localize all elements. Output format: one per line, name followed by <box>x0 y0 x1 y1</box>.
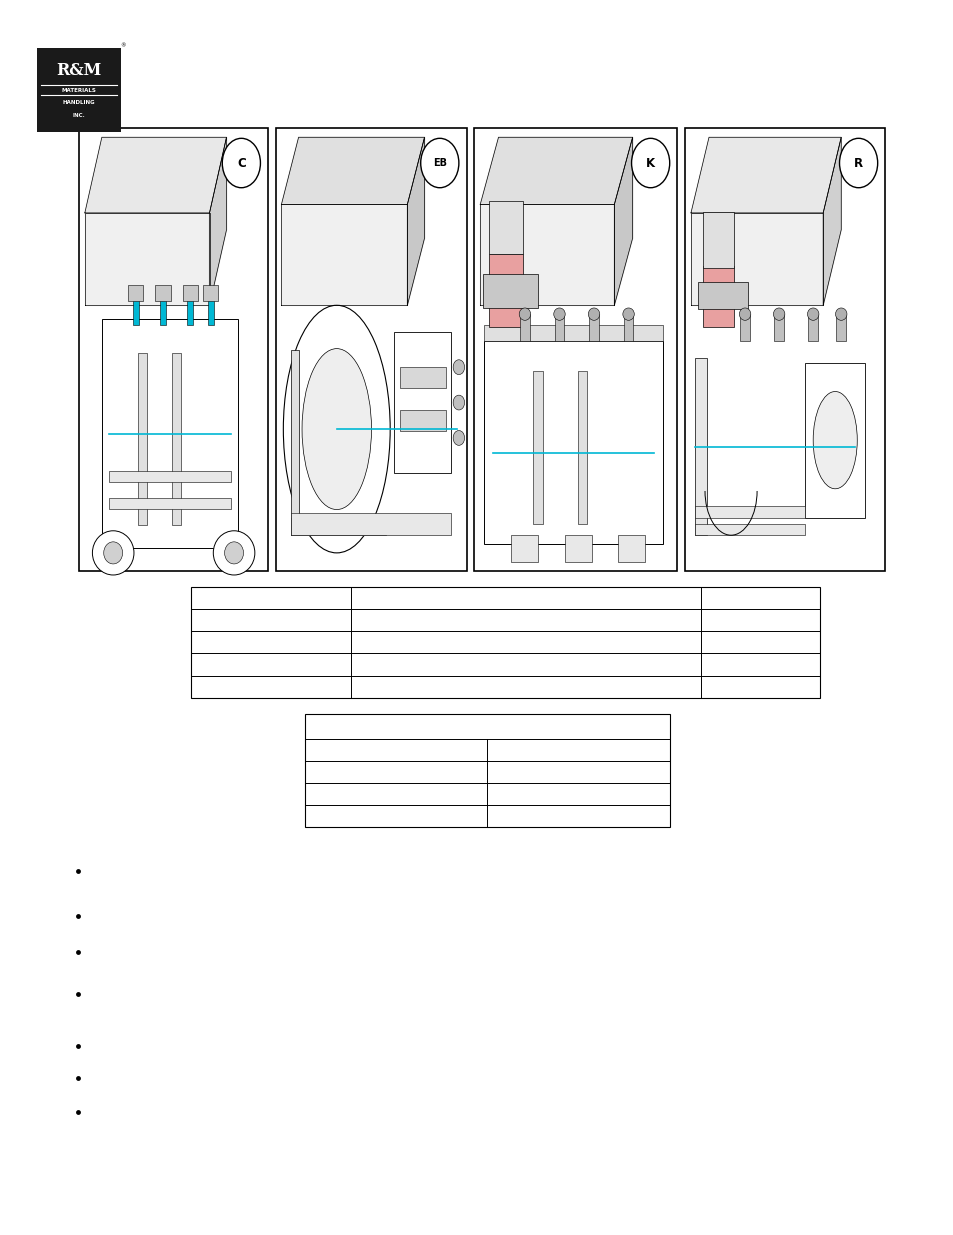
Ellipse shape <box>806 308 818 320</box>
Polygon shape <box>479 205 614 305</box>
Bar <box>155 285 171 301</box>
Circle shape <box>631 138 669 188</box>
Bar <box>191 587 820 698</box>
Ellipse shape <box>588 308 599 320</box>
Text: ®: ® <box>120 43 126 48</box>
Text: INC.: INC. <box>72 112 86 117</box>
Bar <box>291 513 451 535</box>
Bar <box>489 201 522 254</box>
Ellipse shape <box>739 308 750 320</box>
Bar <box>519 314 529 341</box>
Bar <box>740 314 749 341</box>
Circle shape <box>839 138 877 188</box>
Bar <box>79 128 268 571</box>
Ellipse shape <box>283 305 390 553</box>
Bar <box>484 325 662 341</box>
Bar <box>489 254 522 327</box>
Bar <box>702 266 734 327</box>
Text: HANDLING: HANDLING <box>63 100 95 105</box>
Bar <box>37 48 121 132</box>
Ellipse shape <box>812 391 857 489</box>
Polygon shape <box>822 137 841 305</box>
Bar <box>182 285 197 301</box>
Ellipse shape <box>553 308 564 320</box>
Polygon shape <box>85 137 226 212</box>
Bar <box>275 128 466 571</box>
Bar <box>208 298 213 325</box>
Bar <box>291 517 386 535</box>
Circle shape <box>420 138 458 188</box>
Bar <box>484 341 662 545</box>
Ellipse shape <box>302 348 371 510</box>
Polygon shape <box>407 137 424 305</box>
Bar <box>589 314 598 341</box>
Bar <box>138 353 148 525</box>
Bar <box>109 498 231 509</box>
Bar <box>160 298 166 325</box>
Bar <box>511 535 537 562</box>
Bar <box>172 353 181 525</box>
Ellipse shape <box>104 542 123 564</box>
Bar <box>291 350 298 535</box>
Bar <box>203 285 218 301</box>
Bar <box>399 410 445 431</box>
Circle shape <box>222 138 260 188</box>
Bar <box>618 535 644 562</box>
Ellipse shape <box>518 308 530 320</box>
Ellipse shape <box>453 359 464 374</box>
Ellipse shape <box>453 395 464 410</box>
Text: C: C <box>236 157 246 169</box>
Bar <box>132 298 138 325</box>
Bar <box>694 358 706 535</box>
Ellipse shape <box>224 542 243 564</box>
Polygon shape <box>690 137 841 212</box>
Bar <box>394 332 451 473</box>
Text: MATERIALS: MATERIALS <box>62 88 96 93</box>
Bar <box>836 314 845 341</box>
Polygon shape <box>85 212 210 305</box>
Bar <box>533 372 542 524</box>
Text: R&M: R&M <box>56 62 102 79</box>
Bar <box>187 298 193 325</box>
Bar <box>564 535 591 562</box>
Bar <box>305 714 669 827</box>
Bar <box>774 314 783 341</box>
Bar <box>694 524 804 535</box>
Bar <box>474 128 677 571</box>
Bar <box>128 285 143 301</box>
Bar <box>102 319 237 548</box>
Polygon shape <box>210 137 226 305</box>
Bar <box>697 282 747 309</box>
Bar <box>807 314 817 341</box>
Bar <box>684 128 884 571</box>
Polygon shape <box>281 137 424 205</box>
Polygon shape <box>479 137 632 205</box>
Ellipse shape <box>773 308 784 320</box>
Ellipse shape <box>92 531 133 576</box>
Polygon shape <box>281 205 407 305</box>
Bar <box>554 314 563 341</box>
Bar <box>694 506 804 517</box>
Bar <box>399 367 445 389</box>
Polygon shape <box>690 212 822 305</box>
Text: EB: EB <box>433 158 446 168</box>
Bar <box>804 363 864 517</box>
Bar <box>702 212 734 268</box>
Ellipse shape <box>835 308 846 320</box>
Polygon shape <box>614 137 632 305</box>
Bar <box>483 274 537 308</box>
Bar <box>578 372 587 524</box>
Text: K: K <box>645 157 655 169</box>
Bar <box>623 314 633 341</box>
Ellipse shape <box>453 431 464 446</box>
Ellipse shape <box>213 531 254 576</box>
Ellipse shape <box>622 308 634 320</box>
Bar <box>109 471 231 482</box>
Text: R: R <box>853 157 862 169</box>
